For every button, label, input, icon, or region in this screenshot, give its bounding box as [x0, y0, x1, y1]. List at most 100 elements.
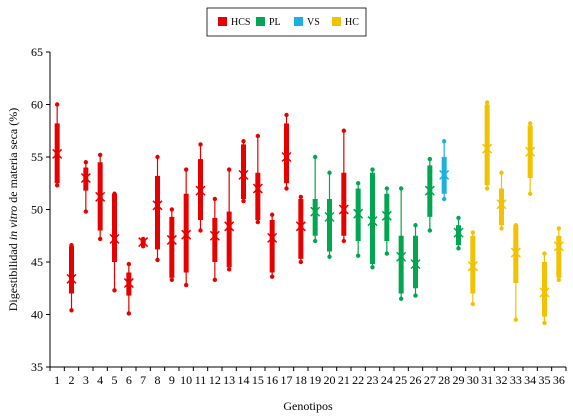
max-point: [255, 133, 261, 139]
max-point: [97, 152, 103, 158]
min-point: [69, 308, 74, 313]
quartile-box: [556, 235, 562, 278]
quartile-box: [241, 144, 246, 199]
x-tick-label: 15: [252, 373, 264, 387]
x-tick-label: 23: [367, 373, 379, 387]
mean-marker-b: [410, 259, 421, 270]
x-tick-label: 30: [467, 373, 479, 387]
legend-label: PL: [269, 17, 281, 28]
genotype-5: [109, 191, 120, 293]
max-point: [241, 139, 246, 144]
mean-marker-b: [95, 191, 106, 202]
max-point: [269, 212, 275, 217]
genotype-16: [267, 212, 278, 279]
x-tick-label: 19: [309, 373, 321, 387]
max-point: [499, 170, 504, 175]
x-tick-label: 12: [209, 373, 221, 387]
max-point: [384, 186, 390, 191]
quartile-box: [284, 123, 289, 184]
min-point: [312, 238, 318, 244]
mean-marker-b: [181, 229, 192, 240]
genotype-27: [424, 156, 435, 233]
legend-swatch: [294, 17, 303, 26]
min-point: [126, 311, 132, 316]
legend: HCS PL VS HC: [206, 7, 367, 37]
min-point: [470, 301, 476, 307]
y-axis-title: Digestibilidad in vitro de materia seca …: [6, 108, 20, 312]
x-tick-label: 35: [539, 373, 551, 387]
mean-marker-b: [152, 200, 163, 211]
mean-marker-b: [281, 151, 292, 163]
max-point: [126, 261, 132, 267]
genotype-29: [453, 215, 464, 251]
quartile-box: [398, 235, 404, 294]
x-tick-label: 1: [54, 373, 60, 387]
x-tick-label: 20: [324, 373, 336, 387]
y-tick-label: 40: [31, 308, 43, 322]
x-tick-label: 14: [238, 373, 250, 387]
min-point: [298, 259, 304, 265]
mean-marker-b: [80, 172, 91, 184]
mean-marker-b: [195, 185, 206, 196]
min-point: [542, 320, 547, 326]
mean-marker-b: [310, 206, 321, 217]
x-tick-label: 28: [438, 373, 450, 387]
quartile-box: [226, 211, 232, 268]
quartile-box: [312, 199, 318, 236]
genotype-25: [396, 186, 407, 301]
genotype-28: [439, 139, 450, 202]
min-point: [241, 198, 246, 204]
max-point: [284, 112, 289, 118]
max-point: [470, 230, 476, 235]
max-point: [441, 139, 447, 144]
genotype-22: [353, 181, 364, 258]
x-tick-label: 9: [169, 373, 175, 387]
max-point: [112, 191, 117, 196]
x-tick-label: 6: [126, 373, 132, 387]
max-point: [312, 154, 318, 160]
legend-item-hcs: HCS: [218, 17, 250, 28]
mean-marker-b: [496, 199, 507, 210]
min-point: [140, 244, 146, 249]
max-point: [456, 215, 461, 221]
min-point: [97, 236, 103, 242]
max-point: [527, 121, 533, 126]
legend-item-vs: VS: [294, 17, 320, 28]
quartile-box: [155, 175, 160, 250]
legend-item-pl: PL: [256, 17, 281, 28]
genotype-36: [553, 226, 564, 283]
x-tick-label: 10: [180, 373, 192, 387]
genotype-1: [52, 102, 63, 188]
y-tick-label: 60: [31, 98, 43, 112]
mean-marker-b: [166, 234, 177, 245]
min-point: [183, 282, 189, 288]
max-point: [183, 167, 189, 172]
quartile-box: [456, 225, 461, 246]
quartile-box: [413, 235, 418, 289]
max-point: [370, 167, 375, 172]
max-point: [413, 223, 418, 228]
quartile-box: [298, 199, 304, 259]
genotype-4: [95, 152, 106, 242]
x-tick-label: 17: [281, 373, 293, 387]
min-point: [370, 265, 375, 270]
min-point: [198, 228, 203, 233]
x-tick-label: 21: [338, 373, 350, 387]
genotype-31: [482, 100, 493, 191]
max-point: [341, 128, 347, 133]
y-tick-label: 35: [31, 360, 43, 374]
genotype-20: [324, 170, 335, 259]
mean-marker-b: [66, 273, 77, 284]
quartile-box: [112, 193, 117, 262]
max-point: [226, 167, 232, 172]
x-tick-label: 3: [83, 373, 89, 387]
min-point: [398, 296, 404, 301]
legend-label: HCS: [231, 17, 250, 28]
x-ticks: 1 2 3 4 5 6 7 8 9 10 11 12 13 14 15 16 17 18 19 20 21 22 23 24 2…: [49, 367, 567, 387]
x-tick-label: 5: [112, 373, 118, 387]
x-tick-label: 18: [295, 373, 307, 387]
mean-marker-b: [224, 221, 235, 232]
min-point: [212, 277, 218, 283]
max-point: [513, 223, 519, 228]
